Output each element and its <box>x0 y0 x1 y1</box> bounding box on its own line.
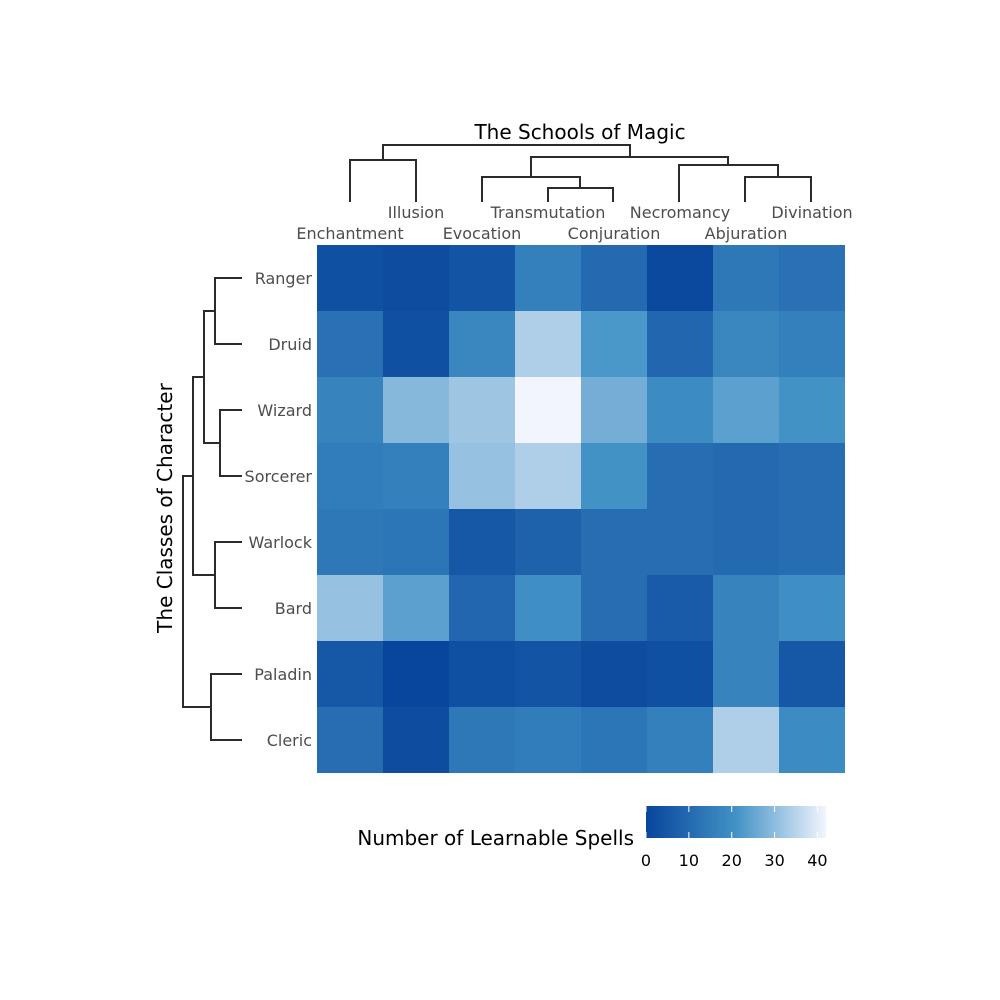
heatmap-cell <box>317 245 383 311</box>
heatmap-cell <box>449 443 515 509</box>
column-label: Transmutation <box>490 203 606 222</box>
heatmap-cell <box>515 245 581 311</box>
heatmap-cell <box>317 311 383 377</box>
heatmap-cell <box>383 707 449 773</box>
row-label: Sorcerer <box>245 467 313 486</box>
legend-tick-label: 30 <box>764 851 784 870</box>
heatmap-cell <box>515 377 581 443</box>
heatmap-cell <box>449 245 515 311</box>
column-labels: Enchantment Illusion Evocation Transmutatio… <box>296 203 852 243</box>
heatmap-cell <box>449 575 515 641</box>
heatmap-cell <box>515 311 581 377</box>
heatmap-cell <box>581 575 647 641</box>
heatmap-cell <box>317 377 383 443</box>
heatmap-cell <box>647 641 713 707</box>
heatmap-cell <box>383 575 449 641</box>
heatmap-cell <box>317 509 383 575</box>
heatmap-cell <box>581 443 647 509</box>
heatmap-cell <box>515 575 581 641</box>
heatmap-cell <box>581 245 647 311</box>
heatmap-cell <box>515 509 581 575</box>
heatmap-cell <box>779 575 845 641</box>
heatmap-cell <box>647 509 713 575</box>
y-axis-title: The Classes of Character <box>153 382 177 633</box>
heatmap-cell <box>779 707 845 773</box>
heatmap-cell <box>713 311 779 377</box>
heatmap-cell <box>317 641 383 707</box>
heatmap-cell <box>317 575 383 641</box>
legend-title: Number of Learnable Spells <box>357 826 634 850</box>
heatmap-cell <box>449 707 515 773</box>
heatmap-cell <box>581 311 647 377</box>
row-label: Paladin <box>254 665 312 684</box>
legend-tick-label: 10 <box>679 851 699 870</box>
heatmap-cell <box>317 443 383 509</box>
heatmap-cell <box>317 707 383 773</box>
legend-colorbar <box>646 806 826 838</box>
heatmap-cell <box>581 641 647 707</box>
heatmap-cell <box>713 443 779 509</box>
column-label: Illusion <box>388 203 444 222</box>
heatmap-cell <box>779 245 845 311</box>
heatmap-cell <box>383 641 449 707</box>
heatmap-cell <box>383 311 449 377</box>
column-label: Evocation <box>443 224 522 243</box>
legend-tick-label: 20 <box>722 851 742 870</box>
row-label: Cleric <box>267 731 312 750</box>
column-label: Enchantment <box>296 224 403 243</box>
column-label: Divination <box>771 203 852 222</box>
heatmap-cell <box>779 641 845 707</box>
heatmap-cell <box>647 575 713 641</box>
heatmap-cell <box>383 377 449 443</box>
heatmap-cell <box>647 707 713 773</box>
heatmap-cell <box>515 707 581 773</box>
heatmap-cell <box>647 443 713 509</box>
heatmap-cell <box>779 443 845 509</box>
heatmap-cell <box>779 311 845 377</box>
legend-tick-label: 0 <box>641 851 651 870</box>
heatmap-cell <box>581 509 647 575</box>
heatmap-cell <box>581 707 647 773</box>
heatmap-cell <box>449 311 515 377</box>
heatmap-cell <box>383 509 449 575</box>
column-label: Necromancy <box>630 203 730 222</box>
heatmap-cell <box>515 641 581 707</box>
row-label: Ranger <box>255 269 313 288</box>
heatmap-cell <box>383 443 449 509</box>
column-label: Abjuration <box>705 224 788 243</box>
heatmap-cell <box>449 377 515 443</box>
legend-tick-label: 40 <box>807 851 827 870</box>
legend-ticks: 0 10 20 30 40 <box>641 806 828 870</box>
heatmap-cell <box>647 311 713 377</box>
row-label: Druid <box>268 335 312 354</box>
heatmap-cell <box>581 377 647 443</box>
heatmap-cell <box>383 245 449 311</box>
x-axis-title: The Schools of Magic <box>473 120 685 144</box>
column-label: Conjuration <box>568 224 661 243</box>
heatmap-cell <box>449 509 515 575</box>
heatmap-cells <box>317 245 845 773</box>
heatmap-cell <box>647 245 713 311</box>
heatmap-cell <box>779 509 845 575</box>
heatmap-cell <box>713 641 779 707</box>
heatmap-cell <box>713 575 779 641</box>
heatmap-cell <box>779 377 845 443</box>
heatmap-cell <box>515 443 581 509</box>
row-labels: Ranger Druid Wizard Sorcerer Warlock Bard Pala… <box>245 269 313 750</box>
heatmap-cell <box>713 245 779 311</box>
row-label: Wizard <box>257 401 312 420</box>
heatmap-cell <box>713 377 779 443</box>
row-label: Bard <box>275 599 312 618</box>
heatmap-cell <box>713 509 779 575</box>
row-dendrogram <box>182 277 242 741</box>
row-label: Warlock <box>249 533 313 552</box>
column-dendrogram <box>349 144 812 202</box>
heatmap-cell <box>449 641 515 707</box>
color-legend: Number of Learnable Spells 0 10 20 30 40 <box>357 806 828 870</box>
heatmap-cell <box>647 377 713 443</box>
heatmap-cell <box>713 707 779 773</box>
